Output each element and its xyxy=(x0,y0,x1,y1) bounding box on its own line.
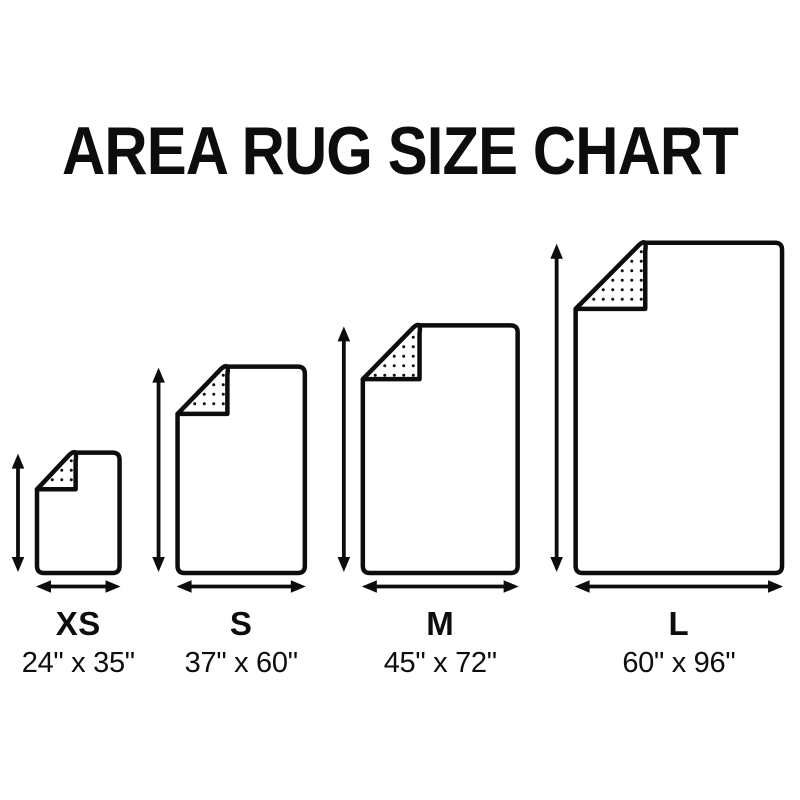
rug-size-label: S xyxy=(229,605,253,642)
rug-label-block-l: L 60" x 96" xyxy=(622,607,735,678)
rug-figure-xs xyxy=(11,449,122,593)
rug-label-block-s: S 37" x 60" xyxy=(185,607,298,678)
rug-size-label: XS xyxy=(55,605,101,642)
rug-height-arrow xyxy=(337,326,351,572)
rug-label-block-xs: XS 24" x 35" xyxy=(22,607,135,678)
rug-size-label: L xyxy=(668,605,690,642)
rug-dimensions-label: 60" x 96" xyxy=(622,647,736,679)
chart-title: AREA RUG SIZE CHART xyxy=(62,113,739,189)
rug-figure-l xyxy=(550,240,785,593)
rug-figure-s xyxy=(152,363,308,593)
rug-dimensions-label: 24" x 35" xyxy=(21,647,135,679)
rug-width-arrow xyxy=(176,580,306,593)
rug-width-arrow xyxy=(36,580,121,593)
rug-height-arrow xyxy=(550,243,563,572)
rug-height-arrow xyxy=(11,453,25,572)
rug-figure-m xyxy=(337,322,520,593)
rug-dimensions-label: 37" x 60" xyxy=(184,647,298,679)
rug-label-block-m: M 45" x 72" xyxy=(384,607,497,678)
rug-size-label: M xyxy=(426,605,455,642)
rug-height-arrow xyxy=(152,367,165,572)
rug-width-arrow xyxy=(574,580,784,593)
rug-dimensions-label: 45" x 72" xyxy=(383,647,497,679)
rug-width-arrow xyxy=(361,580,519,593)
